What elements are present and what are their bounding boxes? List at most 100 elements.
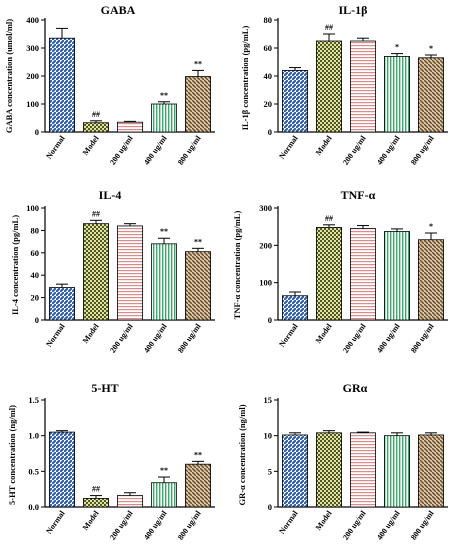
x-tick-label: Model	[81, 133, 101, 157]
y-tick-label: 80	[264, 15, 273, 25]
chart-title: GRα	[343, 381, 368, 395]
x-tick-label: Model	[81, 321, 101, 345]
bar-2	[316, 40, 342, 133]
chart-title: GABA	[101, 3, 136, 17]
x-tick-label: 200 ug/ml	[341, 133, 368, 166]
y-tick-label: 200	[259, 240, 272, 250]
chart-title: 5-HT	[91, 381, 118, 395]
bar-2	[83, 122, 109, 133]
x-tick-label: 400 ug/ml	[375, 508, 402, 541]
x-tick-label: Normal	[277, 508, 300, 535]
x-tick-label: Normal	[44, 508, 67, 535]
chart-title: TNF-α	[341, 188, 376, 202]
bar-1	[282, 70, 308, 133]
bar-5	[418, 57, 444, 133]
y-tick-label: 100	[26, 203, 39, 213]
bar-4	[384, 231, 410, 321]
bar-4	[384, 435, 410, 508]
bar-3	[117, 495, 143, 508]
bar-2	[83, 223, 109, 321]
bar-3	[350, 228, 376, 321]
y-tick-label: 15	[264, 395, 273, 405]
x-tick-label: 400 ug/ml	[142, 508, 169, 541]
x-tick-label: 400 ug/ml	[375, 133, 402, 166]
chart-panel-3: IL-4 IL-4 concentration (pg/mL) 0 20 40 60 80 1…	[10, 188, 215, 355]
significance-label: **	[160, 91, 168, 100]
y-tick-label: 100	[259, 278, 272, 288]
significance-label: ##	[92, 110, 100, 119]
x-tick-label: 200 ug/ml	[108, 133, 135, 166]
x-tick-label: 200 ug/ml	[341, 508, 368, 541]
y-tick-label: 20	[31, 293, 40, 303]
x-tick-label: 200 ug/ml	[341, 321, 368, 354]
y-tick-label: 0	[35, 127, 39, 137]
bar-5	[418, 434, 444, 508]
bar-4	[384, 56, 410, 133]
chart-panel-1: GABA GABA concentration (umol/ml) 0 100 200 3…	[4, 3, 215, 167]
x-tick-label: Model	[314, 133, 334, 157]
bar-5	[185, 251, 211, 321]
significance-label: ##	[325, 214, 333, 223]
y-tick-label: 0	[35, 315, 39, 325]
significance-label: **	[194, 237, 202, 246]
bar-3	[350, 432, 376, 508]
x-tick-label: Model	[81, 508, 101, 532]
significance-label: **	[194, 450, 202, 459]
x-tick-label: 800 ug/ml	[176, 508, 203, 541]
bar-2	[83, 498, 109, 508]
bar-3	[350, 40, 376, 133]
chart-title: IL-1β	[339, 3, 368, 17]
y-tick-label: 40	[31, 270, 40, 280]
y-axis-label: GABA concentration (umol/ml)	[4, 19, 14, 133]
y-tick-label: 200	[26, 71, 39, 81]
y-tick-label: 400	[26, 15, 39, 25]
x-tick-label: Normal	[277, 133, 300, 160]
y-tick-label: 0	[268, 502, 272, 512]
x-tick-label: 800 ug/ml	[409, 321, 436, 354]
x-tick-label: Normal	[44, 321, 67, 348]
chart-panel-6: GRα GR-α concentration (ng/ml) 0 5 10 15 Norma…	[237, 381, 448, 542]
bar-1	[49, 287, 75, 321]
x-tick-label: Model	[314, 321, 334, 345]
bar-1	[49, 37, 75, 133]
x-tick-label: 200 ug/ml	[108, 508, 135, 541]
y-axis-label: IL-4 concentration (pg/mL)	[10, 215, 20, 315]
y-tick-label: 10	[264, 431, 273, 441]
significance-label: **	[160, 227, 168, 236]
y-tick-label: 40	[264, 71, 273, 81]
bar-1	[282, 295, 308, 321]
y-tick-label: 5	[268, 466, 272, 476]
x-tick-label: 400 ug/ml	[142, 133, 169, 166]
x-tick-label: Normal	[277, 321, 300, 348]
y-tick-label: 60	[264, 43, 273, 53]
x-tick-label: Normal	[44, 133, 67, 160]
y-tick-label: 300	[259, 203, 272, 213]
bar-2	[316, 432, 342, 508]
x-tick-label: 800 ug/ml	[409, 133, 436, 166]
significance-label: ##	[92, 485, 100, 494]
y-tick-label: 1.5	[28, 395, 39, 405]
bar-4	[151, 482, 177, 508]
x-tick-label: 800 ug/ml	[409, 508, 436, 541]
chart-panel-5: 5-HT 5-HT concentration (ng/ml) 0.0 0.5 1.0 1…	[7, 381, 215, 542]
significance-label: *	[429, 44, 433, 53]
y-axis-label: 5-HT concentration (ng/ml)	[7, 405, 17, 505]
x-tick-label: 200 ug/ml	[108, 321, 135, 354]
chart-panel-4: TNF-α TNF-α concentration (pg/mL) 0 100 200 3…	[232, 188, 448, 355]
bar-2	[316, 227, 342, 321]
significance-label: ##	[92, 209, 100, 218]
y-tick-label: 60	[31, 248, 40, 258]
bar-5	[185, 463, 211, 508]
y-tick-label: 0.0	[28, 502, 39, 512]
significance-label: ##	[325, 23, 333, 32]
bar-5	[418, 239, 444, 321]
y-tick-label: 0.5	[28, 466, 39, 476]
y-tick-label: 300	[26, 43, 39, 53]
y-tick-label: 0	[268, 315, 272, 325]
y-axis-label: GR-α concentration (ng/ml)	[237, 404, 247, 505]
chart-panel-2: IL-1β IL-1β concentration (pg/mL) 0 20 40 60 8…	[240, 3, 448, 167]
y-tick-label: 20	[264, 99, 273, 109]
significance-label: **	[194, 59, 202, 68]
